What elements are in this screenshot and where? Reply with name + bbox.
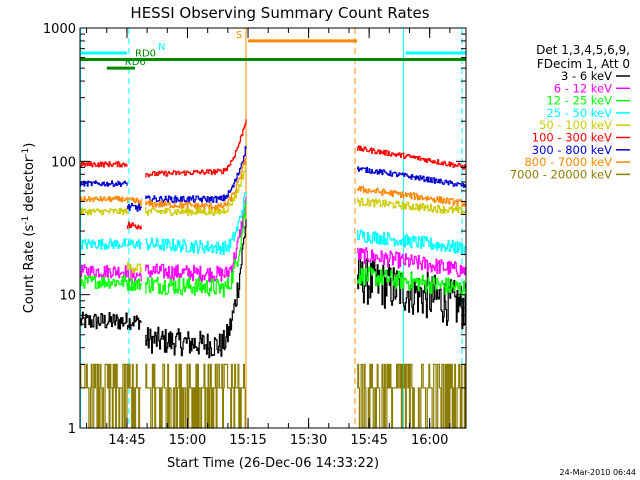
series-line-7-seg-0 [80, 196, 128, 203]
series-line-0-seg-2 [145, 219, 247, 359]
y-axis-label-sup1: -1 [21, 216, 31, 225]
flag-label-rd6: RD6 [125, 57, 146, 68]
legend-entry-label: 800 - 7000 keV [524, 155, 612, 169]
series-line-3-seg-3 [357, 229, 467, 255]
y-axis-label-main: Count Rate (s [22, 225, 37, 314]
series-line-4-seg-3 [357, 197, 467, 215]
series-line-4-seg-2 [145, 165, 247, 217]
chart-title: HESSI Observing Summary Count Rates [130, 4, 429, 22]
legend-entry-label: 100 - 300 keV [532, 131, 612, 145]
y-tick-label: 1000 [43, 22, 76, 37]
x-tick-label: 16:00 [411, 433, 448, 448]
series-line-3-seg-1 [127, 239, 142, 250]
series-line-2-seg-3 [357, 266, 467, 299]
y-axis-label: Count Rate (s-1 detector-1) [21, 143, 37, 314]
x-tick-label: 15:45 [350, 433, 387, 448]
legend-entry-label: 50 - 100 keV [539, 118, 612, 132]
flag-label-rd0: RD0 [135, 49, 156, 60]
series-line-5-seg-1 [127, 221, 142, 230]
legend-entry-label: 25 - 50 keV [546, 106, 612, 120]
legend-entry-label: 300 - 800 keV [532, 143, 612, 157]
x-axis-label: Start Time (26-Dec-06 14:33:22) [167, 456, 379, 471]
flag-label-n: N [158, 42, 165, 53]
series-line-7-seg-3 [357, 186, 467, 207]
series-line-5-seg-2 [145, 119, 247, 178]
legend: Det 1,3,4,5,6,9, FDecim 1, Att 0 3 - 6 k… [510, 43, 630, 181]
x-axis: 14:45 15:00 15:15 15:30 15:45 16:00 [86, 28, 451, 448]
series-line-6-seg-3 [357, 166, 467, 188]
legend-header-line-2: FDecim 1, Att 0 [537, 57, 630, 71]
x-tick-label: 15:00 [169, 433, 206, 448]
series-line-2-seg-0 [80, 274, 128, 289]
series-line-2-seg-1 [127, 278, 142, 292]
y-axis-label-mid: detector [22, 156, 37, 216]
series-line-3-seg-0 [80, 238, 128, 250]
y-axis: 1 10 100 1000 [43, 22, 466, 437]
series-line-4-seg-0 [80, 207, 128, 216]
series-line-7-seg-2 [145, 157, 247, 210]
series-line-6-seg-0 [80, 180, 128, 187]
y-axis-label-end: ) [22, 143, 37, 148]
series-line-1-seg-3 [357, 247, 467, 278]
legend-entry-label: 12 - 25 keV [546, 94, 612, 108]
series-line-0-seg-0 [80, 311, 128, 330]
series-line-7-seg-1 [127, 197, 142, 206]
series-line-1-seg-2 [145, 197, 247, 283]
legend-header-line-1: Det 1,3,4,5,6,9, [536, 43, 630, 57]
legend-entry-label: 6 - 12 keV [554, 81, 612, 95]
series-line-6-seg-1 [127, 203, 142, 212]
y-tick-label: 100 [51, 155, 76, 170]
series-line-0-seg-1 [127, 315, 142, 330]
flag-label-s: S [236, 30, 242, 41]
series-line-1-seg-0 [80, 264, 128, 279]
y-tick-label: 1 [68, 422, 76, 437]
legend-entry-label: 7000 - 20000 keV [510, 167, 612, 181]
x-tick-label: 15:15 [229, 433, 266, 448]
series-line-4-seg-1 [127, 262, 142, 274]
y-axis-label-sup2: -1 [21, 148, 31, 157]
series-line-3-seg-2 [145, 192, 247, 255]
series-line-5-seg-0 [80, 161, 128, 168]
series-line-5-seg-3 [357, 145, 467, 170]
footer-timestamp: 24-Mar-2010 06:44 [560, 468, 637, 477]
x-tick-label: 14:45 [108, 433, 145, 448]
plot-frame [79, 27, 467, 429]
legend-entry-label: 3 - 6 keV [561, 69, 612, 83]
series-line-2-seg-2 [145, 199, 247, 298]
x-tick-label: 15:30 [290, 433, 327, 448]
y-tick-label: 10 [59, 289, 76, 304]
